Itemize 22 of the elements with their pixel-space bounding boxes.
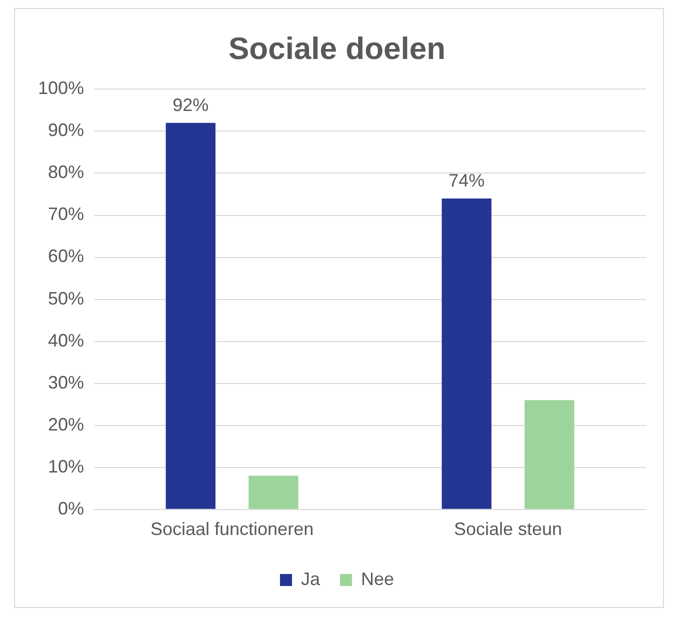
y-tick-label: 100%: [38, 78, 84, 98]
legend-label: Nee: [360, 568, 394, 589]
y-tick-label: 20%: [48, 414, 84, 434]
y-tick-label: 70%: [48, 204, 84, 224]
legend-label: Ja: [300, 568, 321, 589]
y-tick-label: 60%: [48, 246, 84, 266]
chart-title: Sociale doelen: [228, 31, 446, 66]
data-label: 74%: [448, 170, 485, 190]
y-tick-label: 10%: [48, 456, 84, 476]
x-tick-label: Sociaal functioneren: [150, 519, 314, 540]
y-tick-label: 30%: [48, 372, 84, 392]
bar: [166, 122, 216, 509]
y-tick-label: 80%: [48, 162, 84, 182]
data-label: 92%: [172, 94, 209, 115]
y-tick-label: 90%: [48, 120, 84, 140]
bar: [248, 476, 298, 509]
y-tick-label: 50%: [48, 288, 84, 308]
x-tick-label: Sociale steun: [454, 519, 562, 540]
bar: [524, 400, 574, 509]
y-tick-label: 0%: [58, 498, 84, 518]
bar: [442, 198, 492, 509]
y-tick-label: 40%: [48, 330, 84, 350]
